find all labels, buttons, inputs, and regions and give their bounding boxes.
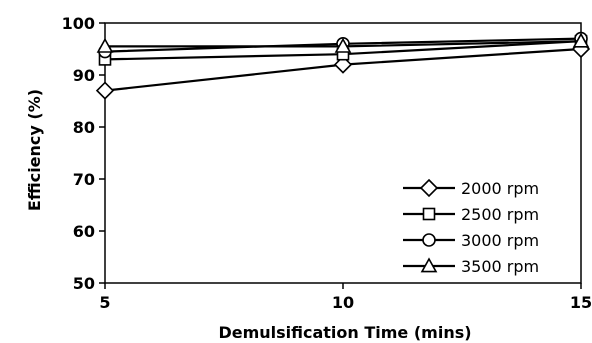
y-tick-label: 70 xyxy=(73,170,95,189)
y-tick-label: 100 xyxy=(62,14,95,33)
legend-square-marker xyxy=(422,207,436,221)
series-3500-rpm xyxy=(96,32,590,53)
legend-circle-marker xyxy=(422,233,436,247)
legend-item: 2500 rpm xyxy=(403,205,539,224)
data-point-diamond-marker xyxy=(95,81,115,100)
legend-item: 3500 rpm xyxy=(403,257,539,276)
legend-label: 2500 rpm xyxy=(461,205,539,224)
legend-label: 2000 rpm xyxy=(461,179,539,198)
legend-label: 3500 rpm xyxy=(461,257,539,276)
data-point-triangle-marker xyxy=(96,37,114,53)
y-axis-title: Efficiency (%) xyxy=(25,89,44,211)
data-point-triangle-marker xyxy=(334,37,352,53)
series-layer xyxy=(95,31,591,100)
legend-label: 3000 rpm xyxy=(461,231,539,250)
data-point-diamond-marker xyxy=(333,55,353,74)
y-tick-label: 60 xyxy=(73,222,95,241)
y-tick-label: 50 xyxy=(73,274,95,293)
legend-diamond-marker xyxy=(419,178,439,198)
x-tick-label: 15 xyxy=(570,293,592,312)
x-tick-label: 10 xyxy=(332,293,354,312)
y-tick-label: 80 xyxy=(73,118,95,137)
data-point-triangle-marker xyxy=(572,32,590,48)
x-axis-title: Demulsification Time (mins) xyxy=(218,323,471,342)
legend-item: 2000 rpm xyxy=(403,178,539,198)
legend-triangle-marker xyxy=(420,257,438,273)
y-axis: 50 60 70 80 90 100 xyxy=(62,14,105,293)
x-tick-label: 5 xyxy=(99,293,110,312)
legend-item: 3000 rpm xyxy=(403,231,539,250)
x-axis: 5 10 15 xyxy=(99,283,592,312)
y-tick-label: 90 xyxy=(73,66,95,85)
legend: 2000 rpm 2500 rpm 3000 rpm 3500 rpm xyxy=(403,178,539,276)
